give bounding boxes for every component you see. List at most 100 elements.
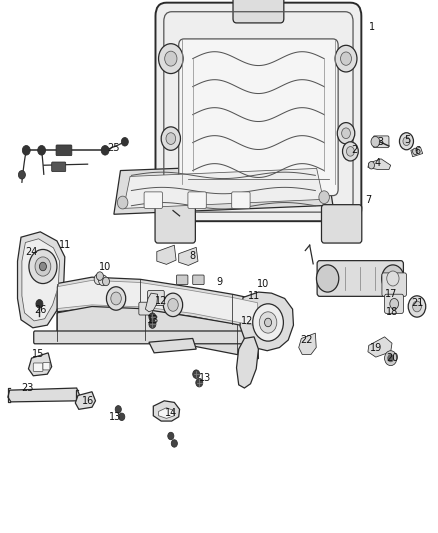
Circle shape xyxy=(166,133,176,144)
Text: 11: 11 xyxy=(59,240,71,250)
Polygon shape xyxy=(22,239,60,321)
Text: 22: 22 xyxy=(300,335,313,345)
Polygon shape xyxy=(237,337,258,388)
Circle shape xyxy=(340,52,351,66)
FancyBboxPatch shape xyxy=(382,273,406,296)
Circle shape xyxy=(94,274,103,285)
FancyBboxPatch shape xyxy=(52,162,66,172)
Circle shape xyxy=(111,292,121,305)
Circle shape xyxy=(121,138,128,146)
Text: 10: 10 xyxy=(99,262,111,271)
Circle shape xyxy=(387,271,399,286)
Polygon shape xyxy=(57,277,258,329)
Circle shape xyxy=(346,147,354,156)
Circle shape xyxy=(399,133,413,150)
Circle shape xyxy=(106,287,126,310)
Circle shape xyxy=(168,298,178,311)
Circle shape xyxy=(259,312,277,333)
FancyBboxPatch shape xyxy=(148,290,164,305)
Text: 12: 12 xyxy=(155,296,167,306)
Circle shape xyxy=(413,148,418,155)
Polygon shape xyxy=(114,163,333,214)
FancyBboxPatch shape xyxy=(155,3,361,221)
Polygon shape xyxy=(153,401,180,421)
Text: 8: 8 xyxy=(190,251,196,261)
Circle shape xyxy=(159,44,183,74)
Circle shape xyxy=(163,293,183,317)
Polygon shape xyxy=(28,353,52,376)
Polygon shape xyxy=(240,292,293,351)
Text: 9: 9 xyxy=(216,278,222,287)
Circle shape xyxy=(265,318,272,327)
Circle shape xyxy=(371,136,380,147)
FancyBboxPatch shape xyxy=(193,275,204,285)
FancyBboxPatch shape xyxy=(385,294,403,313)
Text: 14: 14 xyxy=(165,408,177,418)
Polygon shape xyxy=(368,337,392,357)
Text: 13: 13 xyxy=(147,315,159,325)
Circle shape xyxy=(99,275,107,286)
FancyBboxPatch shape xyxy=(317,261,403,296)
Text: 16: 16 xyxy=(81,396,94,406)
FancyBboxPatch shape xyxy=(179,39,338,196)
Circle shape xyxy=(119,413,125,421)
FancyBboxPatch shape xyxy=(177,275,188,285)
FancyBboxPatch shape xyxy=(155,205,195,243)
Circle shape xyxy=(408,296,426,317)
FancyBboxPatch shape xyxy=(144,192,162,208)
FancyBboxPatch shape xyxy=(56,145,72,156)
Circle shape xyxy=(253,304,283,341)
Text: 26: 26 xyxy=(34,305,46,315)
Text: 6: 6 xyxy=(414,146,420,156)
Text: 24: 24 xyxy=(25,247,38,256)
Circle shape xyxy=(390,298,399,309)
Text: 3: 3 xyxy=(377,137,383,147)
Text: 11: 11 xyxy=(248,291,260,301)
FancyBboxPatch shape xyxy=(232,192,250,208)
FancyBboxPatch shape xyxy=(321,205,362,243)
Text: 7: 7 xyxy=(365,195,371,205)
Circle shape xyxy=(102,277,110,286)
Circle shape xyxy=(382,265,404,292)
Text: 13: 13 xyxy=(109,412,121,422)
FancyBboxPatch shape xyxy=(233,0,284,23)
Circle shape xyxy=(115,406,121,413)
Circle shape xyxy=(101,146,109,155)
Circle shape xyxy=(403,137,410,146)
Circle shape xyxy=(149,320,156,328)
Polygon shape xyxy=(368,159,391,169)
Circle shape xyxy=(117,196,128,209)
Text: 25: 25 xyxy=(107,143,119,153)
Circle shape xyxy=(168,432,174,440)
Polygon shape xyxy=(57,280,258,326)
FancyBboxPatch shape xyxy=(188,192,206,208)
Circle shape xyxy=(22,146,30,155)
Circle shape xyxy=(18,171,25,179)
Text: 4: 4 xyxy=(374,158,381,167)
Circle shape xyxy=(165,51,177,66)
Circle shape xyxy=(385,351,397,366)
Circle shape xyxy=(29,249,57,284)
Circle shape xyxy=(38,146,46,155)
FancyBboxPatch shape xyxy=(33,363,43,372)
Text: 18: 18 xyxy=(386,307,399,317)
Circle shape xyxy=(39,262,46,271)
Text: 23: 23 xyxy=(21,383,33,393)
Circle shape xyxy=(368,161,374,169)
Circle shape xyxy=(342,128,350,139)
Polygon shape xyxy=(124,168,323,208)
Text: 2: 2 xyxy=(351,146,357,155)
Circle shape xyxy=(413,301,421,312)
Text: 1: 1 xyxy=(369,22,375,31)
Circle shape xyxy=(193,370,200,378)
Circle shape xyxy=(161,127,180,150)
Circle shape xyxy=(343,142,358,161)
Polygon shape xyxy=(75,392,95,409)
Text: 13: 13 xyxy=(199,374,211,383)
Polygon shape xyxy=(145,293,158,312)
Circle shape xyxy=(335,45,357,72)
Text: 10: 10 xyxy=(257,279,269,288)
Polygon shape xyxy=(411,147,423,157)
Polygon shape xyxy=(57,306,258,359)
FancyBboxPatch shape xyxy=(43,362,50,370)
